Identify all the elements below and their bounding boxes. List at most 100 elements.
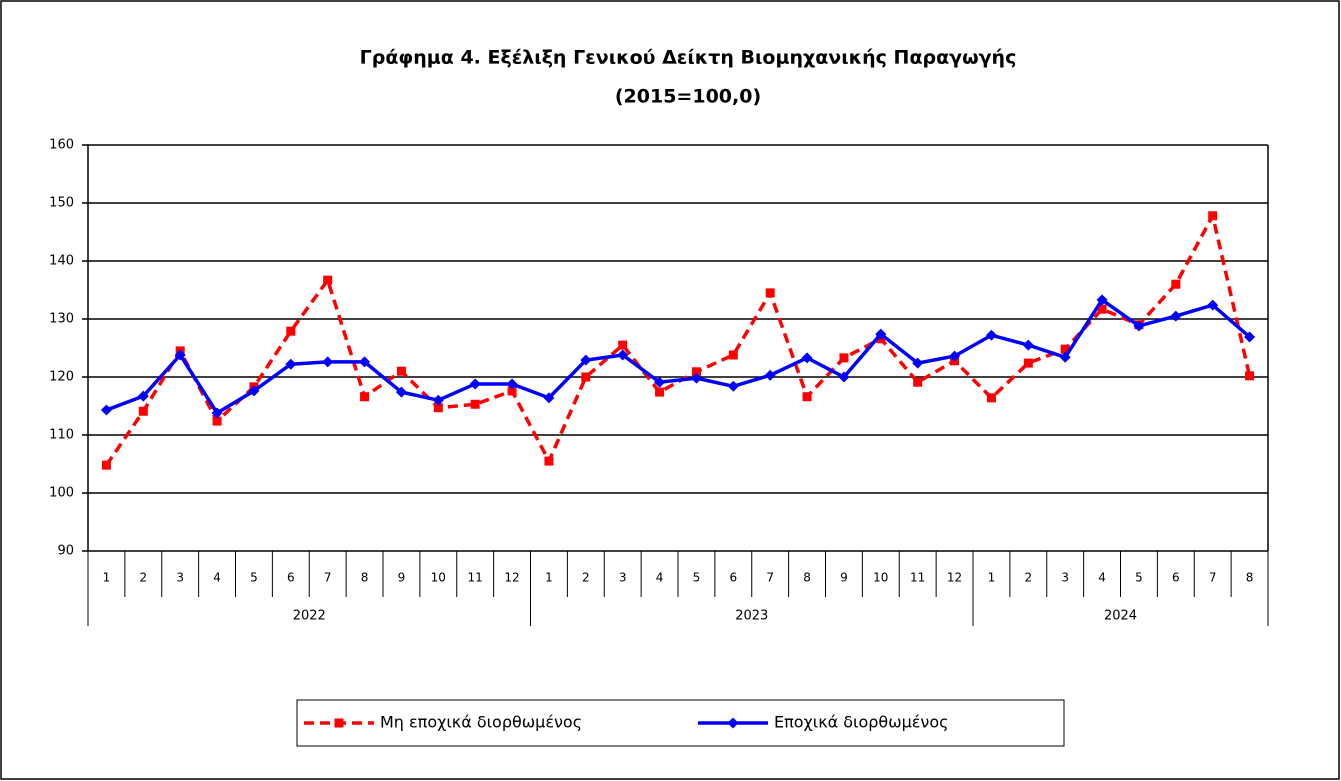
y-tick-label: 120 — [49, 370, 74, 385]
data-point — [174, 349, 186, 361]
data-point — [433, 403, 443, 413]
data-point — [1245, 371, 1255, 381]
x-tick-label: 4 — [213, 571, 221, 585]
x-tick-label: 3 — [1061, 571, 1069, 585]
data-point — [248, 385, 260, 397]
x-tick-label: 8 — [361, 571, 369, 585]
chart-subtitle: (2015=100,0) — [615, 86, 761, 108]
x-tick-label: 5 — [693, 571, 701, 585]
data-point — [617, 349, 629, 361]
data-point — [101, 460, 111, 470]
y-tick-label: 140 — [49, 254, 74, 269]
x-tick-label: 3 — [619, 571, 627, 585]
legend-label: Εποχικά διορθωμένος — [774, 713, 949, 732]
data-point — [654, 376, 666, 388]
x-tick-label: 10 — [873, 571, 888, 585]
y-tick-label: 150 — [49, 196, 74, 211]
data-point — [802, 392, 812, 402]
data-point — [1023, 358, 1033, 368]
data-point — [359, 356, 371, 368]
data-point — [691, 367, 701, 377]
data-point — [986, 393, 996, 403]
data-point — [507, 386, 517, 396]
data-point — [581, 372, 591, 382]
x-tick-label: 8 — [803, 571, 811, 585]
data-point — [543, 392, 555, 404]
data-point — [1244, 331, 1256, 343]
data-point — [360, 392, 370, 402]
data-point — [286, 326, 296, 336]
legend-label: Μη εποχικά διορθωμένος — [380, 713, 582, 732]
legend-box — [296, 699, 1065, 747]
x-tick-label: 6 — [1172, 571, 1180, 585]
data-point — [100, 404, 112, 416]
data-point — [1170, 310, 1182, 322]
x-tick-label: 11 — [910, 571, 925, 585]
x-group-label: 2023 — [735, 609, 768, 624]
data-point — [1207, 299, 1219, 311]
data-point — [1096, 294, 1108, 306]
y-tick-label: 130 — [49, 312, 74, 327]
x-tick-label: 2 — [582, 571, 590, 585]
data-point — [728, 350, 738, 360]
data-point — [469, 378, 481, 390]
chart-title: Γράφημα 4. Εξέλιξη Γενικού Δείκτη Βιομηχ… — [360, 47, 1017, 69]
data-point — [212, 416, 222, 426]
data-point — [285, 358, 297, 370]
x-tick-label: 6 — [287, 571, 295, 585]
x-tick-label: 10 — [431, 571, 446, 585]
data-point — [137, 390, 149, 402]
x-tick-label: 1 — [103, 571, 111, 585]
x-group-label: 2022 — [293, 609, 326, 624]
data-point — [949, 350, 961, 362]
x-group-label: 2024 — [1104, 609, 1137, 624]
x-tick-label: 5 — [250, 571, 258, 585]
data-point — [395, 386, 407, 398]
series-line — [105, 297, 1251, 416]
data-point — [912, 357, 924, 369]
data-point — [580, 354, 592, 366]
x-tick-label: 4 — [656, 571, 664, 585]
data-point — [432, 394, 444, 406]
data-point — [544, 456, 554, 466]
x-tick-label: 9 — [840, 571, 848, 585]
data-point — [138, 406, 148, 416]
data-point — [655, 387, 665, 397]
x-tick-label: 4 — [1098, 571, 1106, 585]
x-tick-label: 2 — [139, 571, 147, 585]
data-point — [727, 380, 739, 392]
data-point — [1022, 339, 1034, 351]
data-point — [875, 328, 887, 340]
x-tick-label: 7 — [324, 571, 332, 585]
data-point — [764, 369, 776, 381]
data-point — [690, 372, 702, 384]
data-point — [323, 275, 333, 285]
x-tick-label: 12 — [504, 571, 519, 585]
series-line — [104, 210, 1252, 467]
data-point — [1060, 344, 1070, 354]
data-point — [322, 356, 334, 368]
data-point — [1133, 320, 1145, 332]
y-tick-label: 160 — [49, 138, 74, 153]
data-point — [913, 377, 923, 387]
legend-marker — [727, 717, 739, 729]
data-point — [801, 352, 813, 364]
x-tick-label: 1 — [988, 571, 996, 585]
y-tick-label: 100 — [49, 486, 74, 501]
x-tick-label: 3 — [176, 571, 184, 585]
x-tick-label: 8 — [1246, 571, 1254, 585]
data-point — [985, 329, 997, 341]
data-point — [838, 371, 850, 383]
data-point — [1097, 304, 1107, 314]
y-tick-label: 90 — [57, 544, 74, 559]
x-tick-label: 11 — [468, 571, 483, 585]
data-point — [470, 399, 480, 409]
data-point — [1208, 211, 1218, 221]
x-tick-label: 6 — [729, 571, 737, 585]
data-point — [1171, 279, 1181, 289]
data-point — [211, 407, 223, 419]
x-tick-label: 7 — [766, 571, 774, 585]
data-point — [839, 353, 849, 363]
